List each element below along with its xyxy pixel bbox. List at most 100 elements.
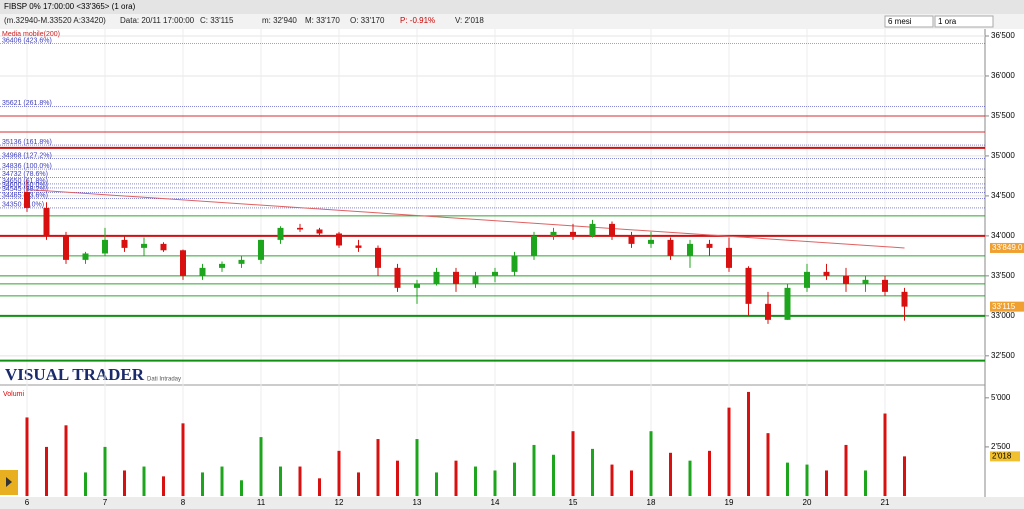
brand-note: Dati Intraday bbox=[147, 377, 181, 383]
fib-label: 34350 (0.0%) bbox=[2, 202, 44, 209]
price-tag-label: 33'849.0 bbox=[992, 243, 1023, 252]
volume-bar bbox=[883, 413, 887, 496]
info-item: Data: 20/11 17:00:00 bbox=[120, 16, 195, 25]
y-tick-label: 5'000 bbox=[991, 393, 1011, 402]
candle-body bbox=[706, 243, 713, 248]
volume-bar bbox=[786, 462, 789, 496]
candle-body bbox=[726, 247, 732, 268]
volume-bar bbox=[259, 437, 263, 496]
fib-label: 36406 (423.6%) bbox=[2, 37, 52, 44]
candle-body bbox=[882, 279, 888, 292]
price-tag bbox=[990, 301, 1024, 312]
candle-body bbox=[472, 275, 479, 284]
fib-label: 34836 (100.0%) bbox=[2, 163, 52, 170]
volume-bar bbox=[864, 470, 867, 496]
volume-bar bbox=[45, 446, 48, 496]
candle-body bbox=[160, 243, 167, 251]
volume-tag-label: 2'018 bbox=[992, 451, 1012, 460]
candle-body bbox=[24, 191, 30, 208]
time-axis bbox=[0, 497, 1024, 509]
interval-select[interactable] bbox=[934, 15, 994, 28]
candle-body bbox=[180, 250, 186, 276]
volume-bar bbox=[844, 444, 848, 496]
y-tick-label: 36'000 bbox=[991, 71, 1015, 80]
candle-body bbox=[414, 283, 420, 288]
period-select[interactable] bbox=[884, 15, 934, 28]
volume-bar bbox=[552, 454, 555, 496]
volume-bar bbox=[493, 470, 497, 496]
x-tick-label: 6 bbox=[25, 498, 30, 507]
volume-bar bbox=[630, 470, 633, 496]
candle-body bbox=[219, 263, 225, 268]
volume-bar bbox=[688, 460, 692, 496]
info-item: V: 2'018 bbox=[455, 16, 484, 25]
candle-body bbox=[121, 239, 128, 248]
candle-body bbox=[609, 223, 615, 236]
candle-body bbox=[843, 275, 849, 284]
panel-title: Volumi bbox=[3, 391, 24, 398]
x-tick-label: 21 bbox=[881, 498, 890, 507]
info-item: M: 33'170 bbox=[305, 16, 340, 25]
volume-bar bbox=[240, 480, 243, 496]
volume-bar bbox=[513, 462, 516, 496]
volume-bar bbox=[454, 460, 458, 496]
brand: VISUAL TRADER bbox=[5, 365, 145, 384]
price-tag-label: 33'115 bbox=[992, 302, 1016, 311]
candle-body bbox=[394, 267, 401, 288]
fib-label: 34732 (78.6%) bbox=[2, 171, 48, 178]
candle-body bbox=[531, 235, 537, 256]
candle-body bbox=[433, 271, 440, 284]
volume-bar bbox=[435, 472, 438, 496]
volume-bar bbox=[357, 472, 360, 496]
y-tick-label: 2'500 bbox=[991, 442, 1011, 451]
volume-bar bbox=[142, 466, 146, 496]
info-item: (m.32940-M.33520 A:33420) bbox=[4, 16, 106, 25]
volume-bar bbox=[376, 439, 380, 496]
volume-bar bbox=[727, 407, 731, 496]
x-tick-label: 12 bbox=[335, 498, 344, 507]
volume-bar bbox=[415, 439, 419, 496]
candle-body bbox=[589, 223, 596, 236]
candle-body bbox=[43, 207, 50, 236]
candle-body bbox=[570, 231, 576, 236]
price-tag bbox=[990, 242, 1024, 253]
volume-bar bbox=[220, 466, 224, 496]
x-tick-label: 15 bbox=[569, 498, 578, 507]
candle-body bbox=[648, 239, 654, 244]
volume-bar bbox=[162, 476, 165, 496]
candle-body bbox=[277, 227, 284, 240]
period: 6 mesi bbox=[888, 17, 912, 26]
volume-bar bbox=[747, 391, 750, 496]
arrow-icon bbox=[6, 477, 12, 487]
candle-body bbox=[687, 243, 693, 256]
x-tick-label: 14 bbox=[491, 498, 500, 507]
candle-body bbox=[804, 271, 810, 288]
volume-bar bbox=[669, 452, 672, 496]
x-tick-label: 13 bbox=[413, 498, 422, 507]
x-tick-label: 19 bbox=[725, 498, 734, 507]
volume-bar bbox=[25, 417, 29, 496]
volume-bar bbox=[571, 431, 575, 496]
moving-average bbox=[26, 189, 905, 249]
volume-bar bbox=[64, 425, 68, 496]
candle-body bbox=[355, 245, 362, 248]
candle-body bbox=[316, 229, 323, 234]
volume-bar bbox=[805, 464, 809, 496]
y-tick-label: 35'000 bbox=[991, 151, 1015, 160]
candle-body bbox=[141, 243, 147, 248]
volume-bar bbox=[649, 431, 653, 496]
candle-body bbox=[453, 271, 459, 284]
candle-body bbox=[667, 239, 674, 256]
title-bar bbox=[0, 0, 1024, 14]
info-item: C: 33'115 bbox=[200, 16, 234, 25]
candle-body bbox=[297, 227, 303, 230]
volume-bar bbox=[610, 464, 614, 496]
candle-body bbox=[492, 271, 498, 276]
candle-body bbox=[336, 233, 342, 246]
y-tick-label: 33'000 bbox=[991, 311, 1015, 320]
volume-bar bbox=[123, 470, 126, 496]
volume-tag bbox=[990, 451, 1020, 462]
candle-body bbox=[784, 287, 791, 320]
